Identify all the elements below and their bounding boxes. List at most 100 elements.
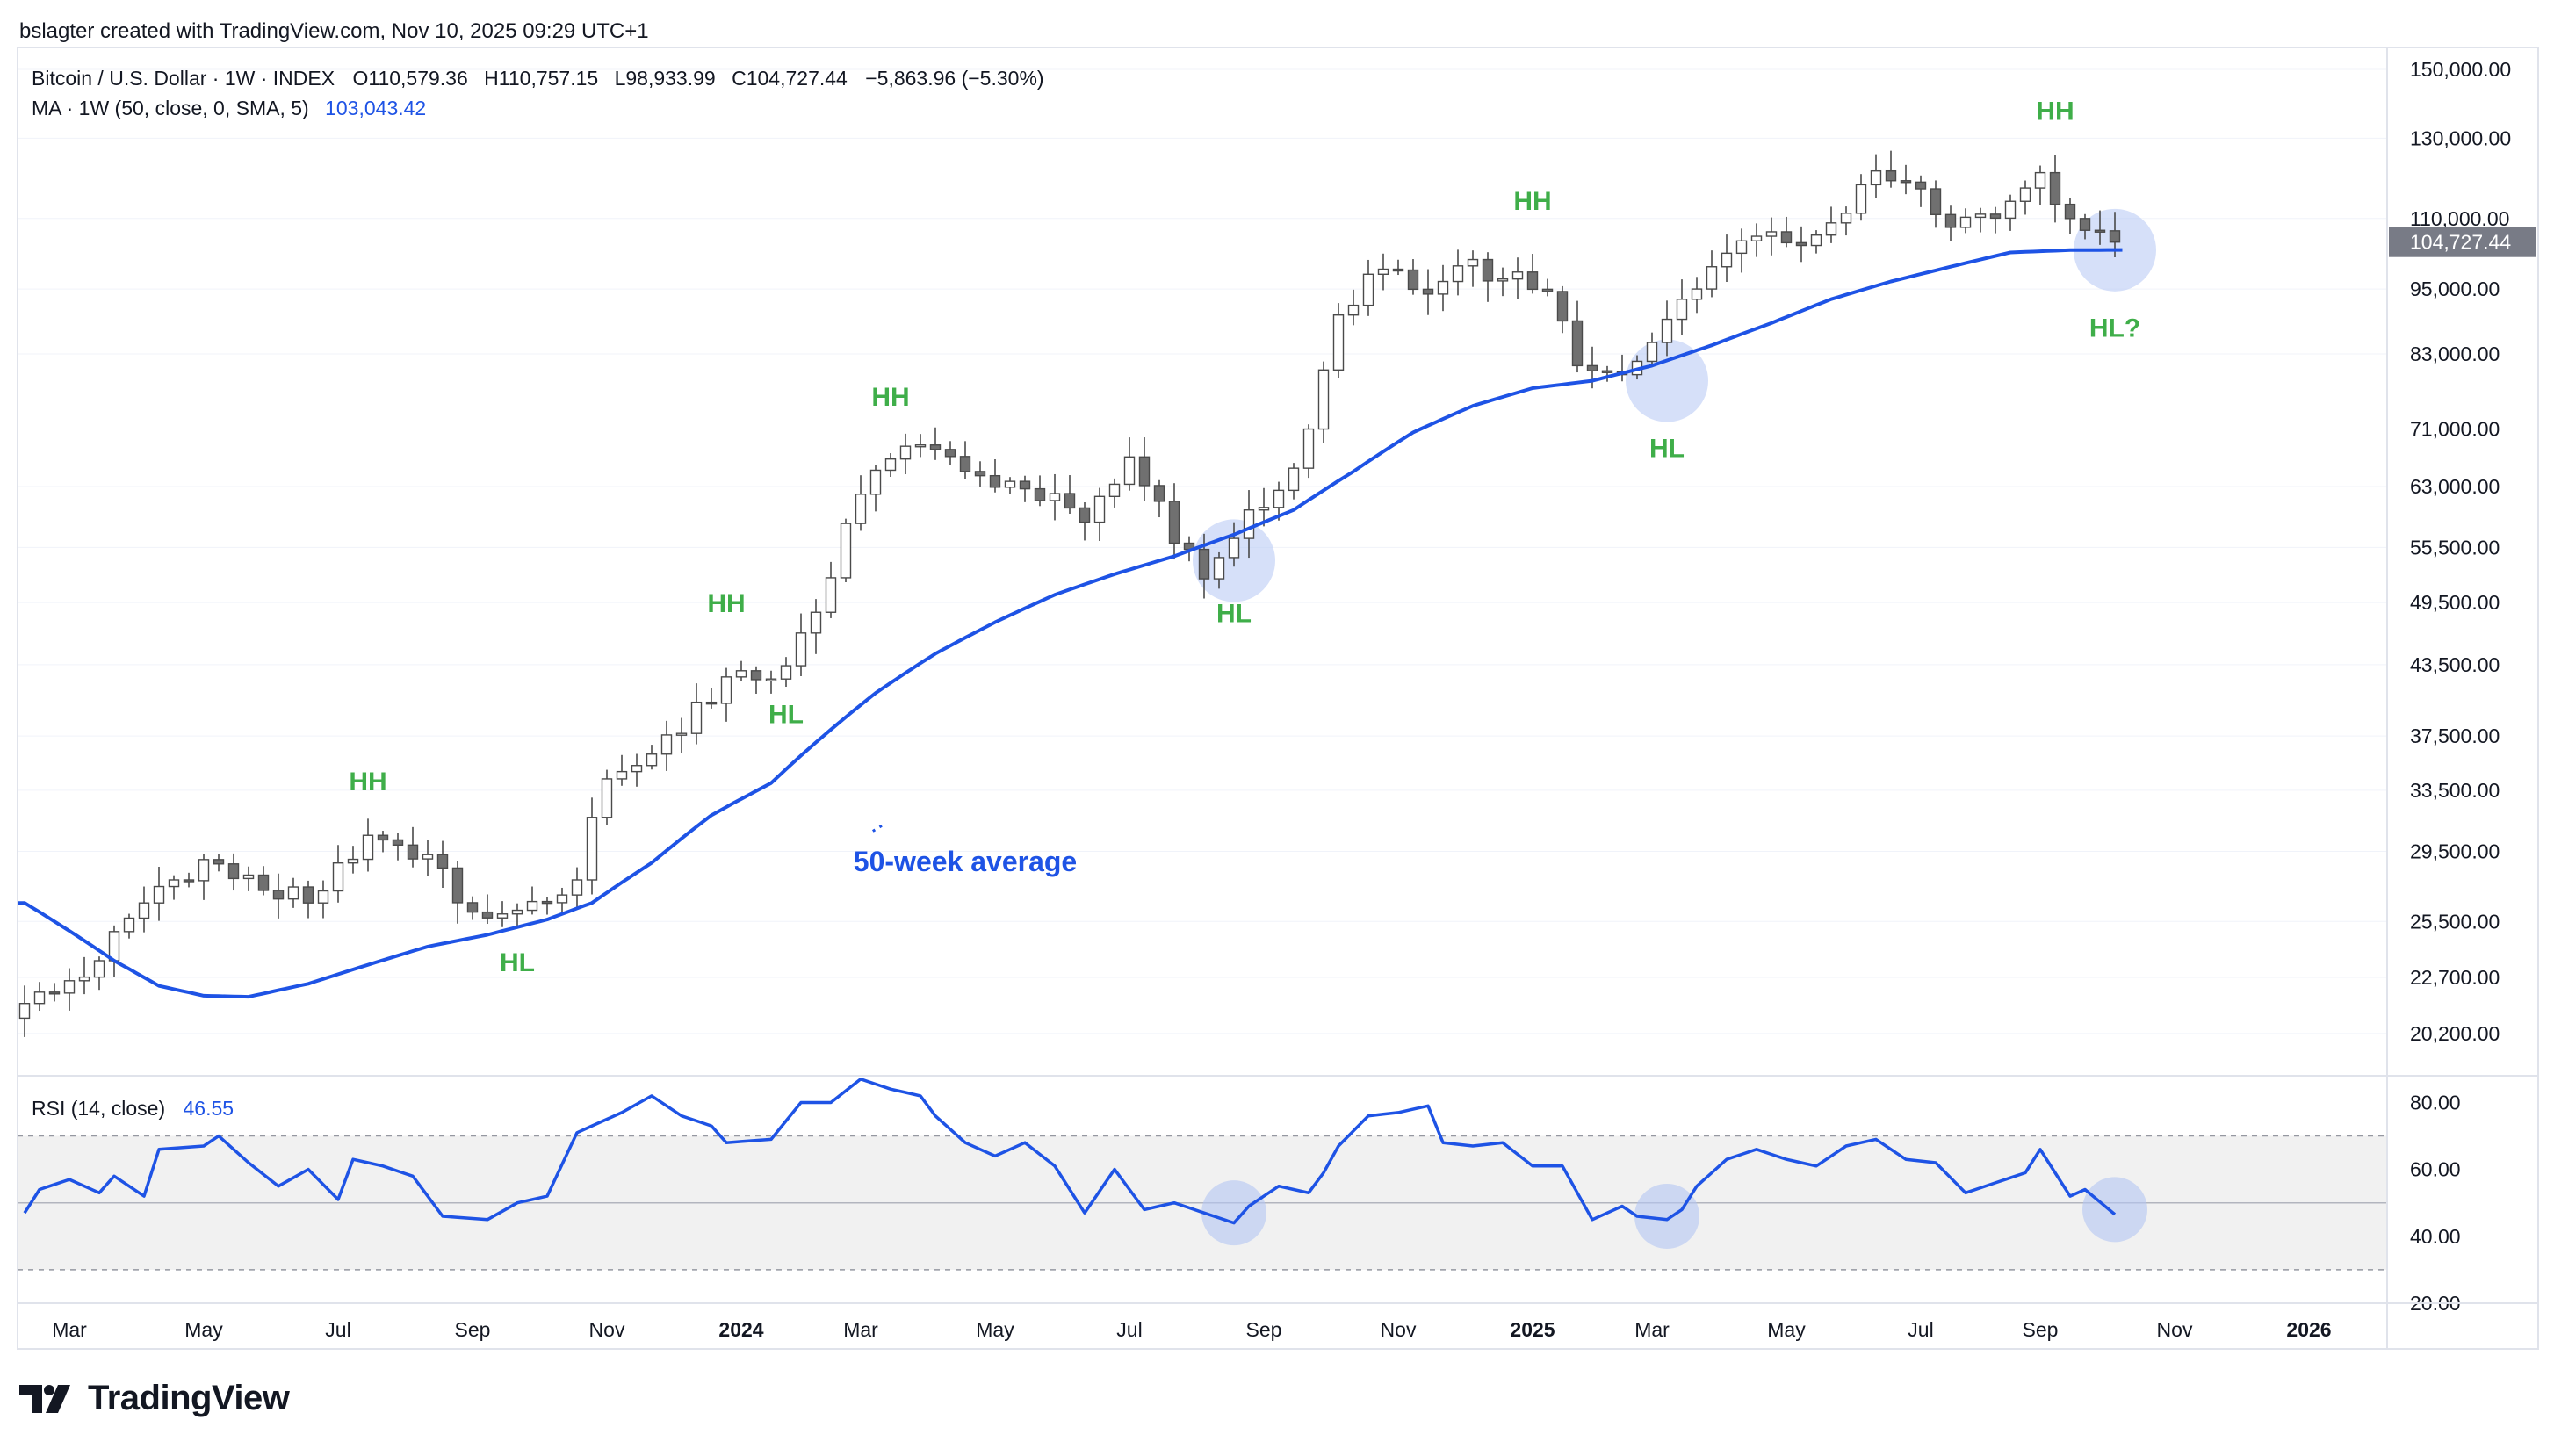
time-tick-label: 2024	[718, 1318, 763, 1341]
candle-down	[944, 449, 956, 458]
candle-down	[1168, 501, 1180, 544]
candle-up	[646, 753, 658, 767]
candle-up	[780, 665, 792, 680]
candle-down	[1989, 213, 2002, 220]
candle-up	[1661, 318, 1673, 343]
candle-up	[123, 917, 135, 933]
candle-up	[93, 960, 105, 978]
rsi-highlight-circle	[1201, 1180, 1266, 1246]
swing-annotation-label: HH	[871, 383, 909, 412]
last-price-label: 104,727.44	[2410, 231, 2511, 254]
time-tick-label: Sep	[2023, 1318, 2059, 1341]
candle-up	[1347, 304, 1360, 316]
candle-down	[1541, 288, 1554, 292]
candle-up	[586, 817, 598, 881]
candle-up	[914, 444, 927, 448]
candle-up	[899, 445, 912, 460]
candles	[18, 150, 2121, 1037]
rsi-highlight-circle	[2082, 1177, 2147, 1243]
candle-down	[377, 834, 389, 841]
open-label: O	[352, 67, 368, 90]
price-tick-label: 55,500.00	[2410, 536, 2500, 559]
candle-down	[1422, 288, 1434, 295]
candle-down	[989, 474, 1001, 488]
tradingview-brand[interactable]: TradingView	[19, 1379, 290, 1418]
time-tick-label: Jul	[1908, 1318, 1933, 1341]
candle-up	[33, 991, 46, 1005]
price-tick-label: 20,200.00	[2410, 1022, 2500, 1045]
candle-up	[287, 886, 299, 900]
candle-down	[1407, 269, 1419, 291]
candle-down	[1482, 258, 1494, 282]
candle-up	[1049, 493, 1061, 501]
price-tick-label: 110,000.00	[2410, 207, 2509, 230]
candle-down	[466, 902, 479, 913]
price-tick-label: 33,500.00	[2410, 779, 2500, 802]
candle-down	[183, 879, 195, 883]
price-tick-label: 71,000.00	[2410, 418, 2500, 441]
candle-up	[2004, 200, 2017, 220]
candle-up	[2019, 187, 2031, 202]
candle-up	[1511, 271, 1524, 280]
time-tick-label: Nov	[1381, 1318, 1417, 1341]
candle-down	[1198, 548, 1210, 580]
candle-down	[392, 839, 404, 847]
candle-up	[1108, 483, 1121, 498]
candle-up	[1735, 240, 1748, 255]
rsi-line	[23, 1078, 2117, 1225]
candle-down	[272, 890, 285, 900]
candle-up	[332, 862, 344, 892]
candle-down	[302, 886, 314, 904]
symbol-legend[interactable]: Bitcoin / U.S. Dollar · 1W · INDEX O110,…	[32, 67, 1044, 90]
candle-up	[556, 894, 568, 904]
candle-down	[1153, 485, 1165, 502]
candle-up	[1437, 280, 1449, 295]
candle-up	[1646, 342, 1658, 363]
time-axis[interactable]: Mar May Jul Sep Nov 2024 Mar May Jul Sep Nov 2025 Ma…	[52, 1318, 2331, 1341]
candle-up	[1302, 428, 1315, 469]
candle-down	[1795, 241, 1807, 247]
time-tick-label: May	[976, 1318, 1014, 1341]
candle-down	[541, 900, 553, 905]
price-tick-label: 37,500.00	[2410, 724, 2500, 747]
candle-down	[1138, 456, 1151, 487]
candle-up	[825, 577, 837, 613]
candle-up	[1750, 235, 1763, 241]
price-tick-label: 83,000.00	[2410, 342, 2500, 365]
rsi-band	[18, 1135, 2387, 1271]
price-tick-label: 150,000.00	[2410, 58, 2511, 81]
candle-up	[1855, 184, 1867, 214]
candle-up	[884, 458, 897, 472]
price-tick-label: 25,500.00	[2410, 910, 2500, 933]
ma-legend[interactable]: MA · 1W (50, close, 0, SMA, 5) 103,043.4…	[32, 97, 426, 119]
rsi-label: RSI (14, close)	[32, 1097, 165, 1120]
candle-up	[1497, 278, 1509, 282]
candle-up	[869, 469, 882, 495]
ma-label: MA · 1W (50, close, 0, SMA, 5)	[32, 97, 309, 119]
candle-down	[2079, 218, 2091, 231]
candle-up	[631, 765, 643, 773]
price-tick-label: 95,000.00	[2410, 278, 2500, 300]
candle-down	[213, 859, 225, 865]
rsi-value: 46.55	[184, 1097, 234, 1120]
ma-annotation-pointer	[868, 824, 883, 835]
candle-down	[1556, 291, 1569, 322]
candle-up	[1825, 222, 1837, 236]
price-axis[interactable]: 150,000.00 130,000.00 110,000.00 95,000.00 8…	[2389, 58, 2536, 1045]
candle-up	[2034, 171, 2046, 189]
candle-down	[1930, 188, 1942, 216]
candle-down	[481, 911, 494, 919]
candle-down	[1064, 493, 1076, 509]
annotations: HH HL HH HL HH HH HL HL HH HL? 50-week average	[349, 97, 2140, 977]
candle-down	[705, 701, 718, 705]
candle-up	[1810, 234, 1822, 247]
candle-up	[526, 900, 538, 912]
candle-up	[1706, 266, 1718, 290]
candle-up	[1317, 369, 1330, 430]
rsi-legend[interactable]: RSI (14, close) 46.55	[32, 1097, 234, 1120]
candle-up	[1362, 273, 1374, 306]
candle-up	[1870, 169, 1882, 186]
time-tick-label: Mar	[1634, 1318, 1670, 1341]
swing-annotation-label: HH	[2036, 97, 2074, 126]
